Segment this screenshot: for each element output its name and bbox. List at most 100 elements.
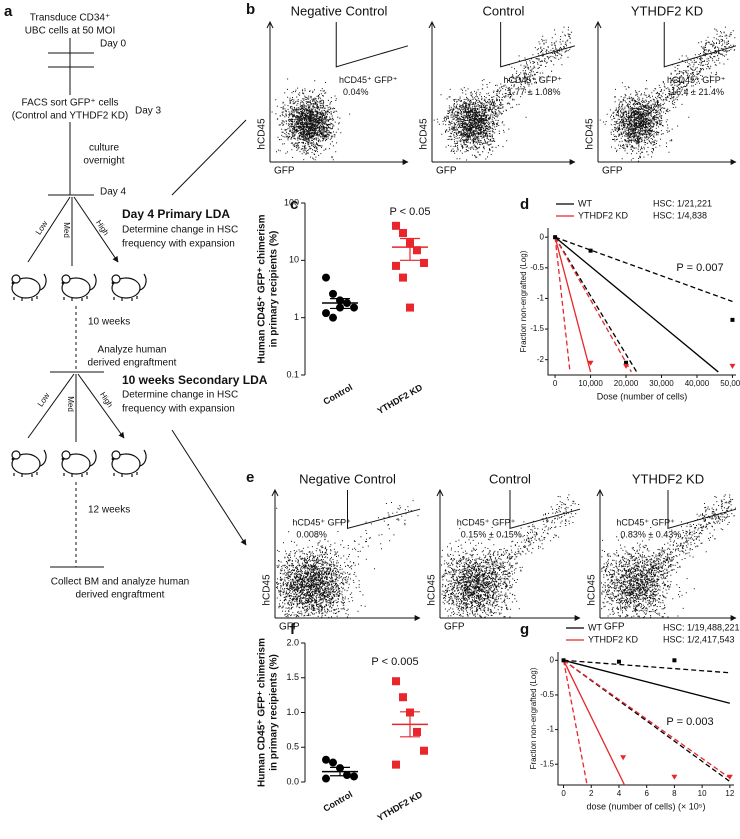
flow-events <box>271 78 351 161</box>
error-bar <box>330 298 350 310</box>
mouse <box>111 449 147 478</box>
legend-label: WT <box>578 198 592 208</box>
dose-label: Med <box>66 396 75 412</box>
wait-label: 12 weeks <box>88 505 130 516</box>
x-axis-label: GFP <box>436 166 457 177</box>
gate <box>347 490 421 530</box>
x-tick-label: 6 <box>644 789 649 798</box>
day-label: Day 4 <box>100 187 127 198</box>
flow-title: Control <box>489 471 531 486</box>
legend-label: YTHDF2 KD <box>588 634 639 644</box>
x-tick-label: YTHDF2 KD <box>375 789 424 823</box>
step-text: overnight <box>83 156 124 167</box>
y-tick-label: 2.0 <box>286 637 299 647</box>
flow-title: Control <box>483 3 525 18</box>
protocol: Transduce CD34⁺ UBC cells at 50 MOI Day … <box>11 13 268 601</box>
flow-title: YTHDF2 KD <box>632 471 704 486</box>
gate-stat: 0.04% <box>343 87 369 97</box>
y-tick-label: 0.5 <box>286 742 299 752</box>
stage-text: Determine change in HSC <box>122 225 238 236</box>
x-axis-label: Dose (number of cells) <box>597 391 688 401</box>
flow-axes <box>599 490 736 618</box>
x-axis-label: dose (number of cells) (× 10⁵) <box>586 801 705 811</box>
series-line <box>563 659 731 779</box>
step-text: (Control and YTHDF2 KD) <box>12 111 129 122</box>
data-point <box>730 317 735 322</box>
axes <box>547 228 736 376</box>
y-tick-label: -1.5 <box>540 759 554 768</box>
annotation: P < 0.05 <box>389 206 430 218</box>
flow-events <box>276 500 419 618</box>
x-tick-label: 50,000 <box>720 379 740 388</box>
x-tick-label: 8 <box>672 789 677 798</box>
y-tick-label: -0.5 <box>540 690 554 699</box>
y-axis-label: Human CD45⁺ GFP⁺ chimerism <box>257 638 268 787</box>
data-point <box>329 289 337 298</box>
y-axis-label: Fraction non-engrafted (Log) <box>519 250 528 352</box>
series-line <box>562 660 626 786</box>
dose-label: Med <box>62 222 71 238</box>
gate-label: hCD45⁺ GFP⁺ <box>457 518 516 528</box>
x-axis-label: GFP <box>604 622 625 633</box>
step-text: FACS sort GFP⁺ cells <box>22 98 119 109</box>
y-tick-label: 10 <box>289 255 299 265</box>
gate-label: hCD45⁺ GFP⁺ <box>292 518 351 528</box>
y-tick-label: -1 <box>547 725 555 734</box>
series-line <box>554 236 632 373</box>
gate-label: hCD45⁺ GFP⁺ <box>667 75 726 85</box>
y-tick-label: -2 <box>537 355 545 364</box>
data-point <box>399 693 407 702</box>
dose-arrows <box>27 196 118 266</box>
gate-stat: 0.008% <box>296 530 327 540</box>
x-tick-label: 0 <box>561 789 566 798</box>
x-axis-label: GFP <box>444 622 465 633</box>
x-axis-label: GFP <box>602 166 623 177</box>
series-line <box>554 237 571 373</box>
gate <box>509 490 581 530</box>
flow-events <box>441 494 580 618</box>
x-tick-label: 20,000 <box>614 379 639 388</box>
annotation: P = 0.007 <box>676 262 723 274</box>
series-line <box>554 236 638 373</box>
y-axis-label: hCD45 <box>262 574 273 606</box>
gate-label: hCD45⁺ GFP⁺ <box>339 75 398 85</box>
series-line <box>554 236 719 373</box>
y-tick-label: 0 <box>550 655 555 664</box>
series-line <box>554 237 592 373</box>
data-point <box>420 258 428 267</box>
panel-arrows <box>171 119 246 545</box>
x-tick-label: Control <box>321 789 354 814</box>
gate-stat: 16.4 ± 21.4% <box>671 87 724 97</box>
stage-title: Day 4 Primary LDA <box>122 207 230 221</box>
y-tick-label: 1.5 <box>286 672 299 682</box>
series-line <box>563 659 730 674</box>
flow-events <box>599 26 736 162</box>
flow-title: Negative Control <box>291 3 388 18</box>
data-point <box>620 755 627 761</box>
step-text: derived engraftment <box>88 358 177 369</box>
gate <box>500 22 576 68</box>
flow-axis-arrow <box>436 488 444 497</box>
data-point <box>322 755 330 764</box>
y-tick-label: -0.5 <box>530 263 544 272</box>
data-point <box>587 360 594 366</box>
y-axis-label: hCD45 <box>419 118 430 150</box>
data-point <box>624 360 629 365</box>
dose-label: Low <box>34 219 50 236</box>
legend-note: HSC: 1/21,221 <box>653 198 712 208</box>
y-axis-label: hCD45 <box>427 574 438 606</box>
data-point <box>420 746 428 755</box>
x-tick-label: 10,000 <box>578 379 603 388</box>
step-text: culture <box>89 143 119 154</box>
series-line <box>562 660 588 786</box>
data-point <box>329 313 337 322</box>
data-point <box>322 774 330 783</box>
y-axis-label: hCD45 <box>257 118 268 150</box>
y-axis-label: hCD45 <box>587 574 598 606</box>
error-bar <box>400 711 420 738</box>
data-point <box>392 261 400 270</box>
dose-label: Low <box>36 391 52 408</box>
dose-arrows <box>27 373 124 442</box>
y-tick-label: 0.0 <box>286 776 299 786</box>
